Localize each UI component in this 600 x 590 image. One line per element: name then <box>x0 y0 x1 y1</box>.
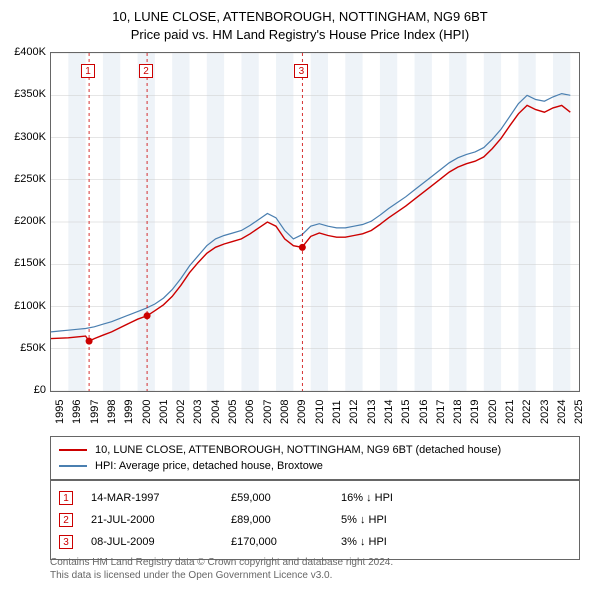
x-tick-label: 2023 <box>539 400 551 424</box>
sale-diff: 16% ↓ HPI <box>341 492 393 504</box>
x-tick-label: 2015 <box>400 400 412 424</box>
x-tick-label: 2014 <box>383 400 395 424</box>
sale-row: 2 21-JUL-2000£89,0005% ↓ HPI <box>59 509 571 531</box>
y-tick-label: £100K <box>14 300 46 312</box>
sale-row: 1 14-MAR-1997£59,00016% ↓ HPI <box>59 487 571 509</box>
x-tick-label: 2020 <box>487 400 499 424</box>
y-tick-label: £400K <box>14 46 46 58</box>
x-tick-label: 1998 <box>106 400 118 424</box>
sales-table: 1 14-MAR-1997£59,00016% ↓ HPI 2 21-JUL-2000… <box>50 480 580 560</box>
x-tick-label: 2025 <box>573 400 585 424</box>
chart-container: 10, LUNE CLOSE, ATTENBOROUGH, NOTTINGHAM… <box>0 0 600 590</box>
footer-line-2: This data is licensed under the Open Gov… <box>50 569 580 582</box>
chart-svg <box>51 53 579 391</box>
x-tick-label: 2017 <box>435 400 447 424</box>
sale-diff: 5% ↓ HPI <box>341 514 387 526</box>
sale-marker-badge: 2 <box>139 64 153 78</box>
x-tick-label: 2001 <box>158 400 170 424</box>
sale-price: £59,000 <box>231 492 341 504</box>
sale-marker-badge: 1 <box>59 491 73 505</box>
x-tick-label: 1997 <box>89 400 101 424</box>
title-line-2: Price paid vs. HM Land Registry's House … <box>0 26 600 44</box>
sale-row: 3 08-JUL-2009£170,0003% ↓ HPI <box>59 531 571 553</box>
x-tick-label: 2008 <box>279 400 291 424</box>
footer-line-1: Contains HM Land Registry data © Crown c… <box>50 556 580 569</box>
x-tick-label: 1996 <box>71 400 83 424</box>
x-tick-label: 2019 <box>469 400 481 424</box>
legend-row: 10, LUNE CLOSE, ATTENBOROUGH, NOTTINGHAM… <box>59 442 571 458</box>
x-tick-label: 2006 <box>244 400 256 424</box>
x-tick-label: 2003 <box>192 400 204 424</box>
sale-diff: 3% ↓ HPI <box>341 536 387 548</box>
y-tick-label: £0 <box>34 384 46 396</box>
sale-marker-badge: 2 <box>59 513 73 527</box>
sale-marker-badge: 1 <box>81 64 95 78</box>
sale-date: 21-JUL-2000 <box>91 514 231 526</box>
x-tick-label: 2016 <box>418 400 430 424</box>
legend-swatch <box>59 449 87 451</box>
x-tick-label: 2000 <box>141 400 153 424</box>
sale-date: 08-JUL-2009 <box>91 536 231 548</box>
x-tick-label: 2024 <box>556 400 568 424</box>
y-tick-label: £250K <box>14 173 46 185</box>
x-tick-label: 2012 <box>348 400 360 424</box>
x-tick-label: 1995 <box>54 400 66 424</box>
x-tick-label: 2010 <box>314 400 326 424</box>
sale-marker-badge: 3 <box>59 535 73 549</box>
legend-box: 10, LUNE CLOSE, ATTENBOROUGH, NOTTINGHAM… <box>50 436 580 480</box>
sale-date: 14-MAR-1997 <box>91 492 231 504</box>
legend-swatch <box>59 465 87 467</box>
chart-plot-area <box>50 52 580 392</box>
x-tick-label: 2018 <box>452 400 464 424</box>
sale-price: £170,000 <box>231 536 341 548</box>
x-tick-label: 2005 <box>227 400 239 424</box>
x-tick-label: 2009 <box>296 400 308 424</box>
footer-text: Contains HM Land Registry data © Crown c… <box>50 556 580 582</box>
title-block: 10, LUNE CLOSE, ATTENBOROUGH, NOTTINGHAM… <box>0 0 600 43</box>
legend-row: HPI: Average price, detached house, Brox… <box>59 458 571 474</box>
y-tick-label: £200K <box>14 215 46 227</box>
y-tick-label: £300K <box>14 131 46 143</box>
x-tick-label: 2013 <box>366 400 378 424</box>
x-tick-label: 2004 <box>210 400 222 424</box>
x-tick-label: 2007 <box>262 400 274 424</box>
y-tick-label: £50K <box>20 342 46 354</box>
x-tick-label: 2022 <box>521 400 533 424</box>
legend-label: HPI: Average price, detached house, Brox… <box>95 460 323 472</box>
x-tick-label: 2011 <box>331 400 343 424</box>
legend-label: 10, LUNE CLOSE, ATTENBOROUGH, NOTTINGHAM… <box>95 444 501 456</box>
sale-price: £89,000 <box>231 514 341 526</box>
x-tick-label: 2021 <box>504 400 516 424</box>
title-line-1: 10, LUNE CLOSE, ATTENBOROUGH, NOTTINGHAM… <box>0 8 600 26</box>
sale-marker-badge: 3 <box>294 64 308 78</box>
x-tick-label: 2002 <box>175 400 187 424</box>
x-tick-label: 1999 <box>123 400 135 424</box>
y-tick-label: £350K <box>14 88 46 100</box>
y-tick-label: £150K <box>14 257 46 269</box>
